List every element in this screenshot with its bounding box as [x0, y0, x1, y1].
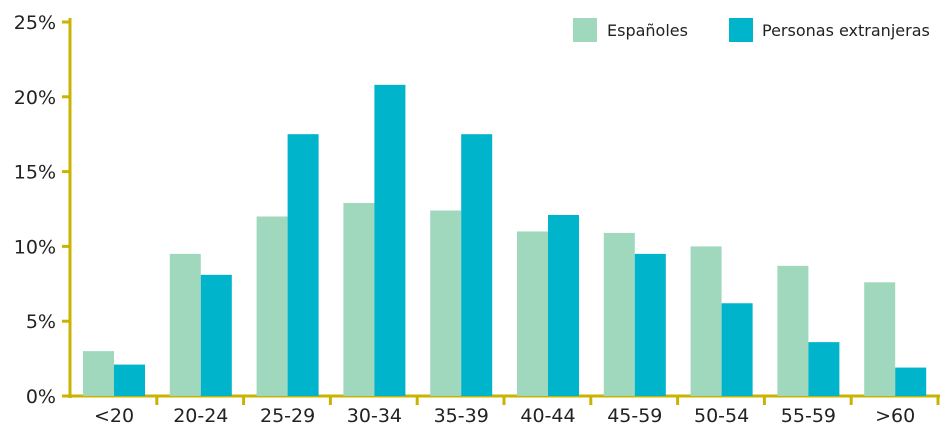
legend-label: Personas extranjeras: [762, 21, 930, 40]
y-tick-label: 15%: [14, 162, 56, 184]
bar-espanoles-8: [777, 265, 809, 396]
bar-espanoles-9: [864, 282, 896, 396]
x-tick-label: 50-54: [694, 405, 749, 425]
y-tick-label: 10%: [14, 236, 56, 258]
bar-espanoles-2: [256, 216, 288, 396]
bar-espanoles-4: [430, 210, 462, 396]
bar-espanoles-0: [83, 351, 114, 396]
y-tick-label: 5%: [26, 311, 56, 333]
bar-extranjeras-8: [808, 342, 840, 396]
x-tick-label: 55-59: [781, 405, 836, 425]
x-tick-label: 25-29: [260, 405, 315, 425]
legend-swatch: [573, 18, 597, 42]
x-tick-label: <20: [94, 405, 134, 425]
bar-extranjeras-9: [895, 367, 927, 396]
y-tick-label: 20%: [14, 87, 56, 109]
bar-extranjeras-3: [374, 84, 406, 396]
bar-extranjeras-0: [114, 364, 145, 396]
y-tick-label: 25%: [14, 12, 56, 34]
chart-tick-labels: 0% 5% 10% 15% 20% 25% <20 20-24 25-29 30-34 35-39 4…: [14, 12, 915, 425]
x-tick-label: 20-24: [173, 405, 228, 425]
chart-bars: [83, 84, 927, 396]
chart-legend: Españoles Personas extranjeras: [573, 18, 930, 42]
bar-espanoles-7: [690, 246, 722, 396]
bar-extranjeras-5: [548, 214, 579, 396]
bar-extranjeras-1: [200, 274, 232, 396]
x-tick-label: 35-39: [434, 405, 489, 425]
x-tick-label: 45-59: [607, 405, 662, 425]
bar-extranjeras-2: [287, 134, 319, 396]
bar-extranjeras-4: [461, 134, 493, 396]
x-tick-label: >60: [875, 405, 915, 425]
legend-label: Españoles: [607, 21, 688, 40]
bar-extranjeras-6: [634, 253, 666, 396]
bar-espanoles-3: [343, 203, 375, 396]
y-tick-label: 0%: [26, 386, 56, 408]
x-tick-label: 30-34: [347, 405, 402, 425]
bar-espanoles-5: [517, 231, 548, 396]
bar-extranjeras-7: [721, 303, 753, 396]
bar-espanoles-6: [603, 232, 635, 396]
x-tick-label: 40-44: [520, 405, 575, 425]
bar-espanoles-1: [169, 253, 201, 396]
legend-swatch: [729, 18, 753, 42]
